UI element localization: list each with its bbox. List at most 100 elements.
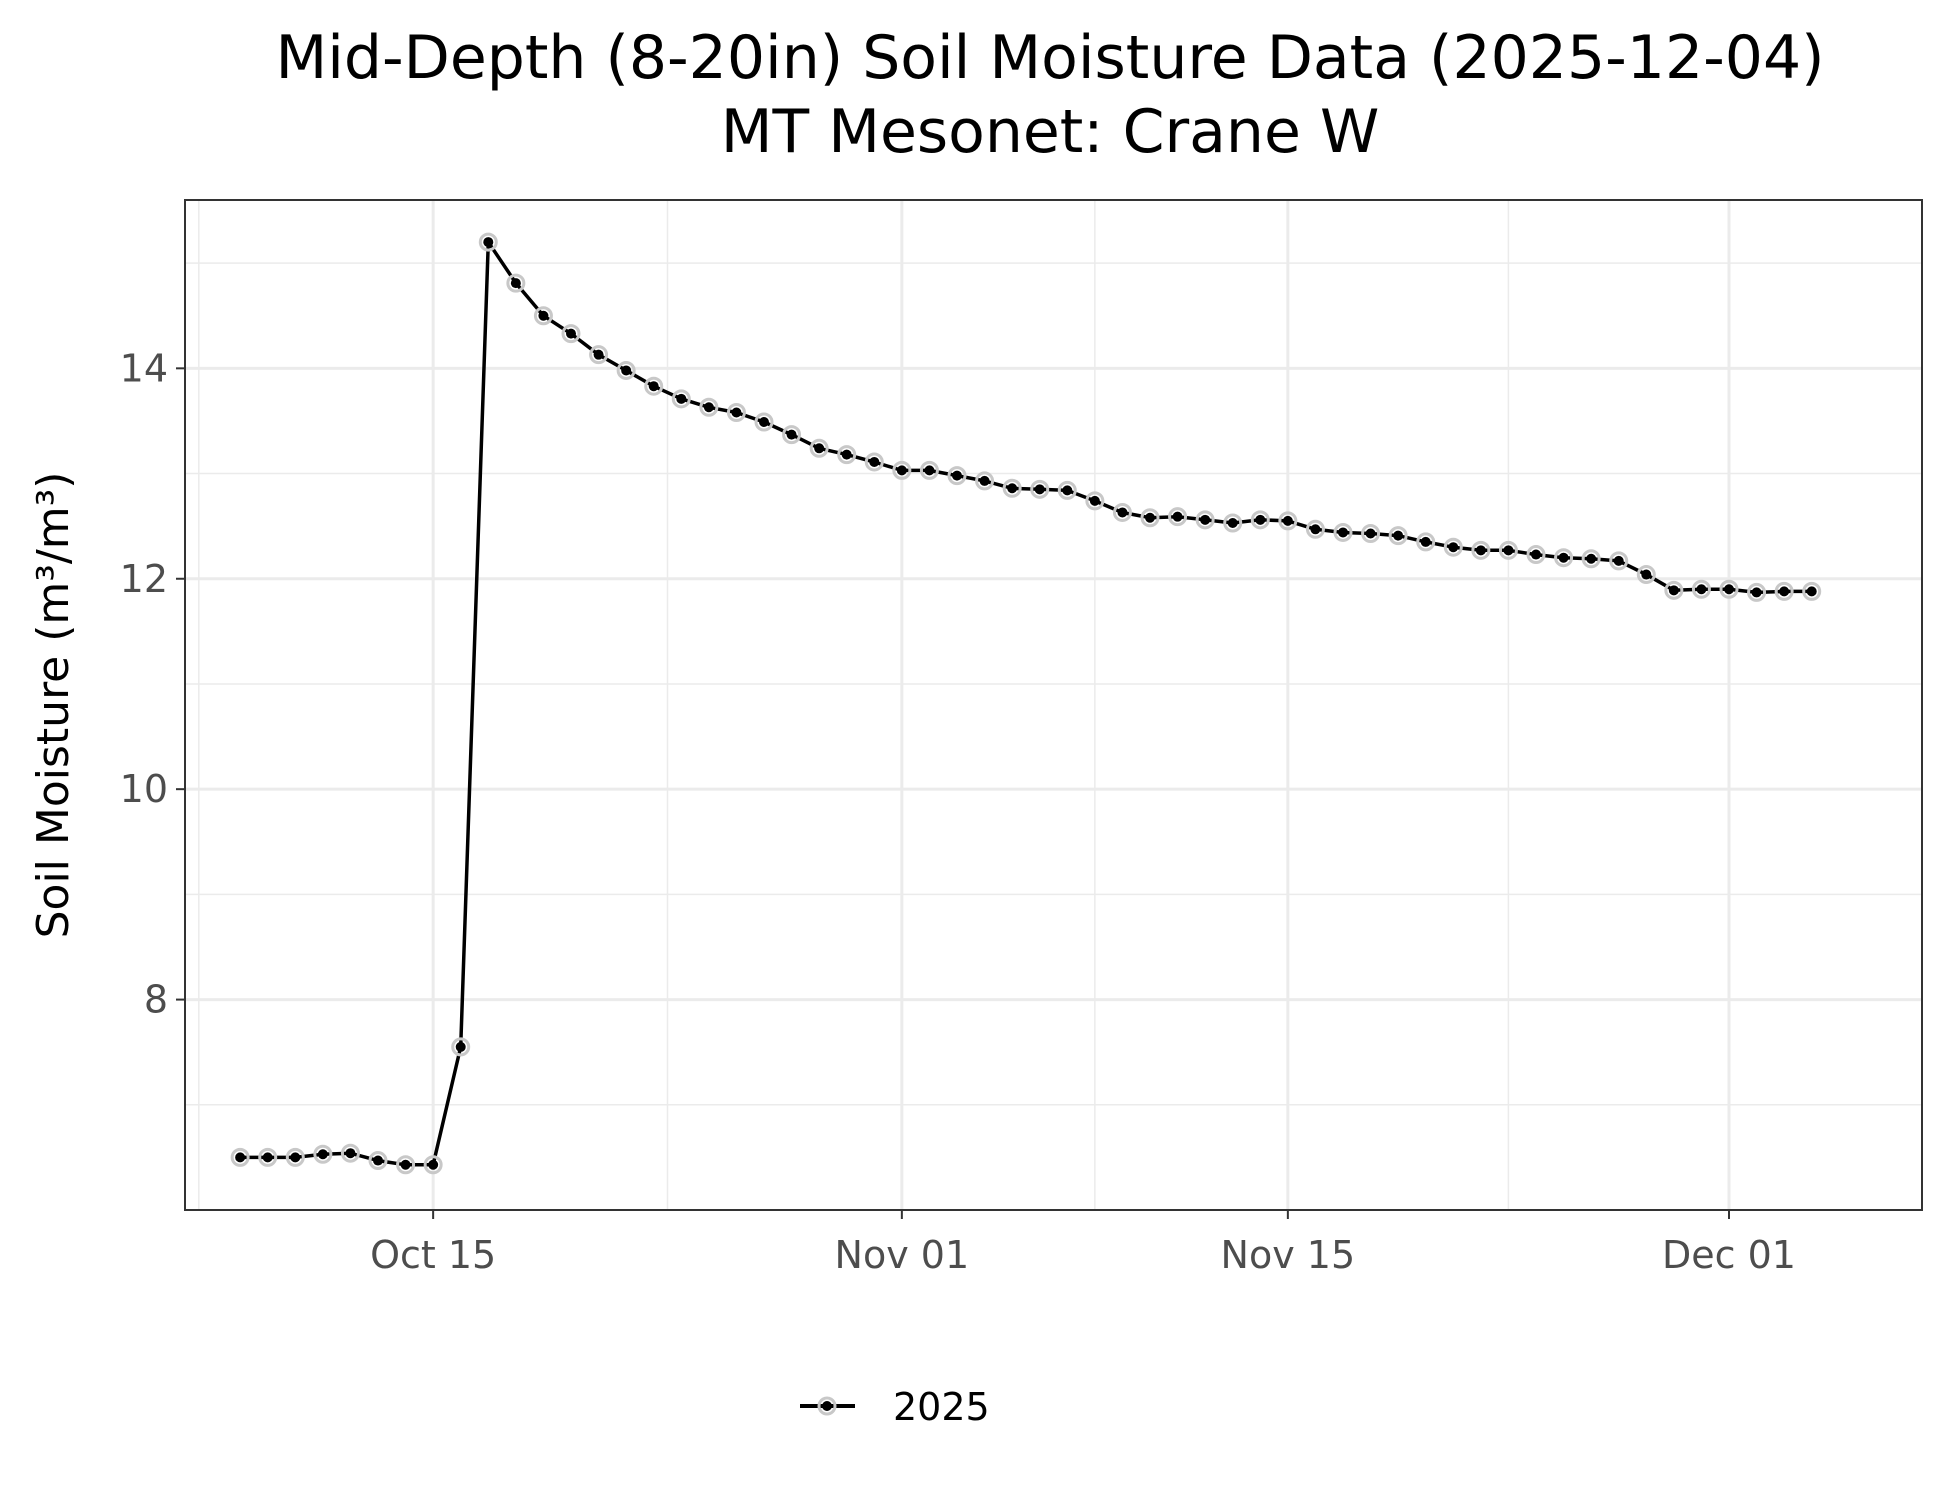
data-point — [262, 1152, 273, 1163]
x-tick-label: Nov 15 — [1221, 1233, 1356, 1277]
data-point-halo — [1195, 510, 1215, 530]
data-point — [621, 365, 632, 376]
data-point-halo — [561, 324, 581, 344]
data-point-halo — [258, 1147, 278, 1167]
data-point-halo — [1471, 540, 1491, 560]
data-point-halo — [1443, 537, 1463, 557]
y-tick-label: 8 — [144, 978, 168, 1022]
x-tick-label: Oct 15 — [370, 1233, 496, 1277]
panel-background — [185, 200, 1922, 1210]
data-point-halo — [451, 1037, 471, 1057]
data-point-halo — [1636, 565, 1656, 585]
data-point-halo — [1498, 540, 1518, 560]
data-point — [1255, 514, 1266, 525]
data-point-halo — [726, 403, 746, 423]
data-point-halo — [368, 1151, 388, 1171]
data-point-halo — [1719, 579, 1739, 599]
data-point — [759, 416, 769, 427]
data-point-halo — [1030, 479, 1050, 499]
data-point-halo — [230, 1147, 250, 1167]
data-point-halo — [1333, 522, 1353, 542]
data-point-halo — [1085, 491, 1105, 511]
data-point-halo — [285, 1147, 305, 1167]
legend-point-icon — [822, 1401, 832, 1411]
data-point — [1393, 530, 1404, 541]
panel-border — [184, 199, 1923, 1211]
data-point — [235, 1152, 246, 1163]
data-point-halo — [1112, 502, 1132, 522]
data-point — [1062, 485, 1073, 496]
data-point — [1338, 527, 1348, 538]
data-point — [1586, 553, 1597, 564]
data-point — [1200, 514, 1211, 525]
legend-label-2025: 2025 — [893, 1385, 990, 1429]
data-point-halo — [809, 438, 829, 458]
data-point-halo — [975, 471, 995, 491]
data-point-halo — [919, 460, 939, 480]
data-point-halo — [1250, 510, 1270, 530]
data-point-halo — [837, 445, 857, 465]
data-point — [1696, 584, 1707, 595]
data-point-halo — [782, 425, 802, 445]
data-point — [1089, 495, 1100, 506]
data-point-halo — [396, 1155, 416, 1175]
data-point — [566, 328, 576, 339]
data-point — [979, 475, 990, 486]
data-point-halo — [1802, 581, 1822, 601]
data-point — [1172, 511, 1183, 522]
data-point — [1420, 536, 1431, 547]
y-tick-label: 12 — [120, 557, 168, 601]
data-point — [1613, 555, 1624, 566]
data-point-halo — [1774, 581, 1794, 601]
data-point-halo — [616, 360, 636, 380]
data-point-halo — [423, 1155, 443, 1175]
data-point-halo — [313, 1144, 333, 1164]
data-point-halo — [1140, 508, 1160, 528]
data-point — [952, 470, 962, 481]
legend-point-halo-icon — [817, 1396, 837, 1416]
data-point — [896, 465, 907, 476]
data-point — [1806, 586, 1817, 597]
data-point — [1724, 584, 1734, 595]
data-point-halo — [589, 345, 609, 365]
data-point — [841, 449, 852, 460]
data-point — [1310, 524, 1321, 535]
data-point — [1145, 512, 1155, 523]
data-point — [1558, 552, 1569, 563]
data-point-halo — [1691, 579, 1711, 599]
data-point-halo — [1526, 545, 1546, 565]
data-point — [428, 1159, 439, 1170]
data-point-halo — [1388, 526, 1408, 546]
series-2025 — [230, 232, 1822, 1175]
data-point — [483, 237, 494, 248]
data-point-halo — [892, 460, 912, 480]
data-point — [924, 465, 935, 476]
data-point — [1282, 515, 1293, 526]
data-point-halo — [1554, 548, 1574, 568]
data-point-halo — [947, 466, 967, 486]
data-point — [1365, 528, 1376, 539]
data-point — [1475, 545, 1486, 556]
data-point — [1751, 587, 1762, 598]
y-axis: 8 10 12 14 — [120, 346, 185, 1022]
data-point — [593, 349, 604, 360]
grid-lines — [185, 200, 1922, 1210]
data-point-halo — [699, 397, 719, 417]
data-point — [455, 1041, 466, 1052]
y-axis-title: Soil Moisture (m³/m³) — [28, 472, 79, 939]
data-point-halo — [1664, 580, 1684, 600]
chart-title: Mid-Depth (8-20in) Soil Moisture Data (2… — [275, 23, 1824, 93]
data-point — [290, 1152, 301, 1163]
data-point — [373, 1155, 383, 1166]
data-point-halo — [1305, 519, 1325, 539]
data-point-halo — [671, 389, 691, 409]
data-point — [676, 393, 687, 404]
data-point — [814, 443, 825, 454]
legend: 2025 — [800, 1385, 990, 1429]
data-point — [731, 407, 742, 418]
data-point — [703, 402, 714, 413]
data-point-halo — [864, 452, 884, 472]
data-point — [1007, 483, 1018, 494]
data-point — [538, 310, 549, 321]
data-point-halo — [1002, 478, 1022, 498]
